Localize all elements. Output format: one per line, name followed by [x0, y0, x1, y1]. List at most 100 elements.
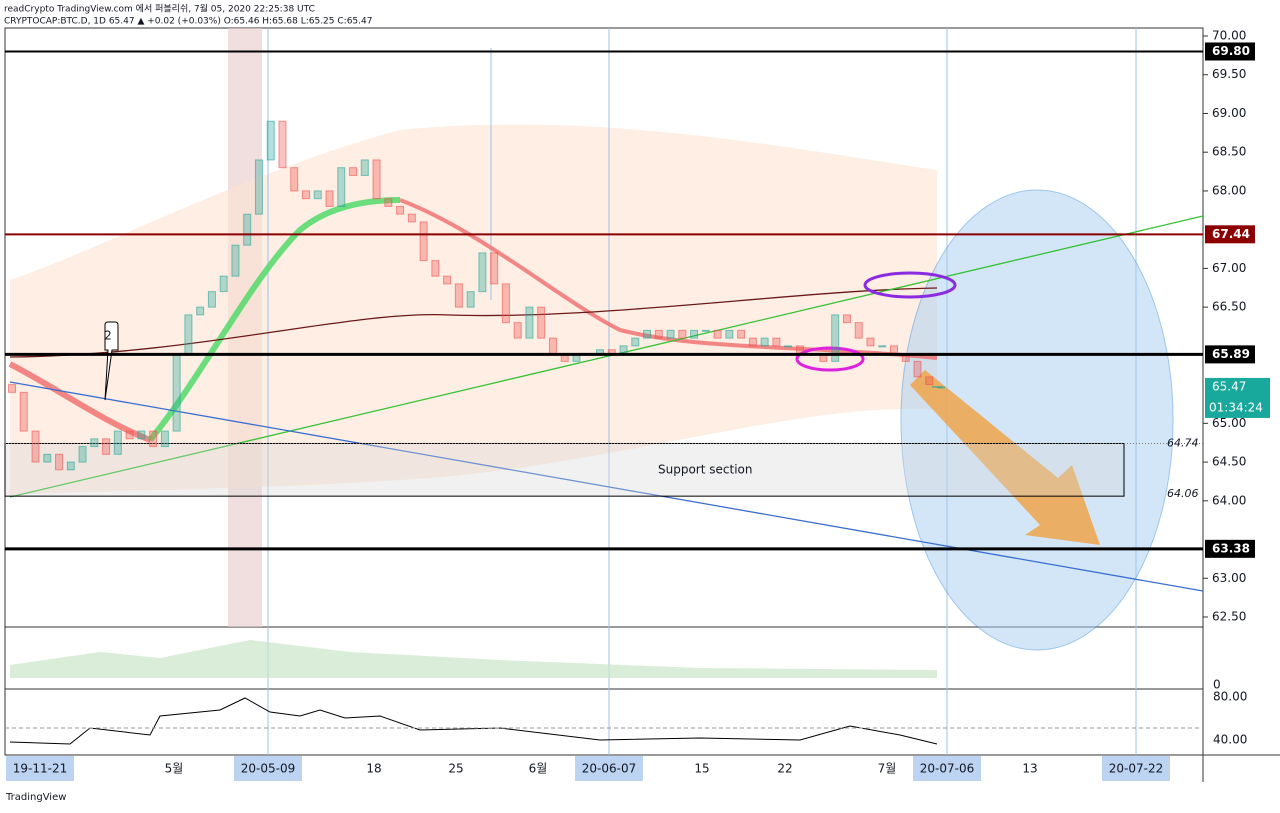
candle — [172, 353, 181, 432]
x-tick-label: 20-07-22 — [1109, 762, 1163, 776]
candle — [290, 167, 299, 192]
candle — [454, 283, 463, 308]
ma-green — [147, 197, 401, 442]
candle — [219, 275, 228, 293]
x-tick-label: 5월 — [165, 762, 184, 776]
candle — [619, 345, 628, 355]
candle — [8, 384, 16, 393]
candle — [396, 205, 405, 215]
y-tick-label: 69.00 — [1212, 106, 1246, 120]
y-tick-label: 62.50 — [1212, 610, 1246, 624]
level-label: 63.38 — [1212, 541, 1250, 555]
candle — [125, 430, 134, 440]
y-tick-label: 68.50 — [1212, 145, 1246, 159]
arrow — [910, 370, 1100, 545]
candle — [760, 337, 769, 347]
candle — [631, 337, 640, 347]
candle — [831, 314, 840, 362]
candle — [466, 291, 475, 308]
x-label-highlight — [1102, 756, 1170, 781]
y-tick-label: 70.00 — [1212, 29, 1246, 43]
candle — [372, 159, 381, 200]
candle — [795, 345, 804, 355]
candle — [925, 376, 934, 386]
trend-green — [9, 215, 1204, 498]
circle-annotation — [863, 271, 957, 299]
y-tick-label: 64.50 — [1212, 455, 1246, 469]
wave-label: 2 — [104, 329, 112, 343]
candle — [890, 345, 898, 355]
candle — [490, 252, 499, 285]
candle — [360, 159, 369, 176]
candle — [349, 167, 358, 176]
candle — [643, 329, 652, 339]
candle — [501, 283, 510, 324]
candle — [149, 430, 158, 448]
candle — [737, 329, 746, 339]
pane1-area — [10, 640, 937, 678]
candle — [548, 337, 557, 355]
x-tick-label: 22 — [777, 762, 792, 776]
candle — [525, 306, 534, 339]
candle — [878, 345, 887, 348]
pane2-tick: 40.00 — [1213, 733, 1247, 747]
level-box — [1205, 345, 1255, 364]
candle — [913, 360, 922, 378]
candle — [748, 337, 757, 347]
candle — [207, 291, 216, 308]
ma-dark — [9, 287, 938, 358]
header-line2: CRYPTOCAP:BTC.D, 1D 65.47 ▲ +0.02 (+0.03… — [4, 17, 372, 27]
level-label: 67.44 — [1212, 227, 1250, 241]
x-tick-label: 18 — [366, 762, 381, 776]
candle — [407, 213, 416, 223]
pane2-line — [9, 697, 938, 745]
candle — [160, 430, 169, 448]
candle — [772, 337, 781, 347]
candle — [690, 329, 699, 339]
cloud-band — [10, 124, 937, 496]
candle — [725, 329, 734, 339]
support-label: Support section — [658, 462, 752, 476]
y-tick-label: 67.00 — [1212, 261, 1246, 275]
candle — [137, 430, 146, 440]
candle — [678, 329, 687, 339]
target-ellipse — [900, 189, 1174, 651]
candle — [254, 159, 263, 215]
candle — [266, 120, 275, 161]
candle — [784, 345, 793, 348]
support-zone — [4, 442, 1125, 497]
candle — [55, 453, 64, 471]
candle — [419, 221, 428, 262]
x-label-highlight — [575, 756, 643, 781]
candle — [313, 190, 322, 200]
trend-blue — [9, 381, 1204, 592]
candle — [325, 190, 334, 207]
candle — [31, 430, 40, 463]
wave-callout — [104, 321, 119, 401]
y-tick-label: 69.50 — [1212, 67, 1246, 81]
candle — [866, 337, 875, 347]
pane1-tick: 0 — [1213, 678, 1221, 692]
candle — [842, 314, 851, 324]
x-tick-label: 13 — [1022, 762, 1037, 776]
x-label-highlight — [913, 756, 981, 781]
candle — [654, 329, 663, 339]
x-tick-label: 19-11-21 — [13, 762, 67, 776]
candle — [302, 190, 310, 200]
support-bottom-label: 64.06 — [1167, 487, 1199, 500]
x-tick-label: 20-05-09 — [241, 762, 295, 776]
candle — [90, 438, 99, 448]
candle — [431, 260, 440, 277]
x-tick-label: 20-06-07 — [582, 762, 636, 776]
level-box — [1205, 42, 1255, 61]
header-line1: readCrypto TradingView.com 에서 퍼블리쉬, 7월 0… — [4, 3, 315, 15]
candle — [513, 322, 522, 339]
candle — [113, 430, 122, 455]
x-tick-label: 15 — [694, 762, 709, 776]
circle-annotation — [795, 346, 865, 372]
y-tick-label: 68.00 — [1212, 183, 1246, 197]
level-label: 65.89 — [1212, 347, 1250, 361]
candle — [701, 329, 710, 332]
ma-red2 — [399, 198, 938, 360]
last-price-box — [1205, 377, 1270, 418]
